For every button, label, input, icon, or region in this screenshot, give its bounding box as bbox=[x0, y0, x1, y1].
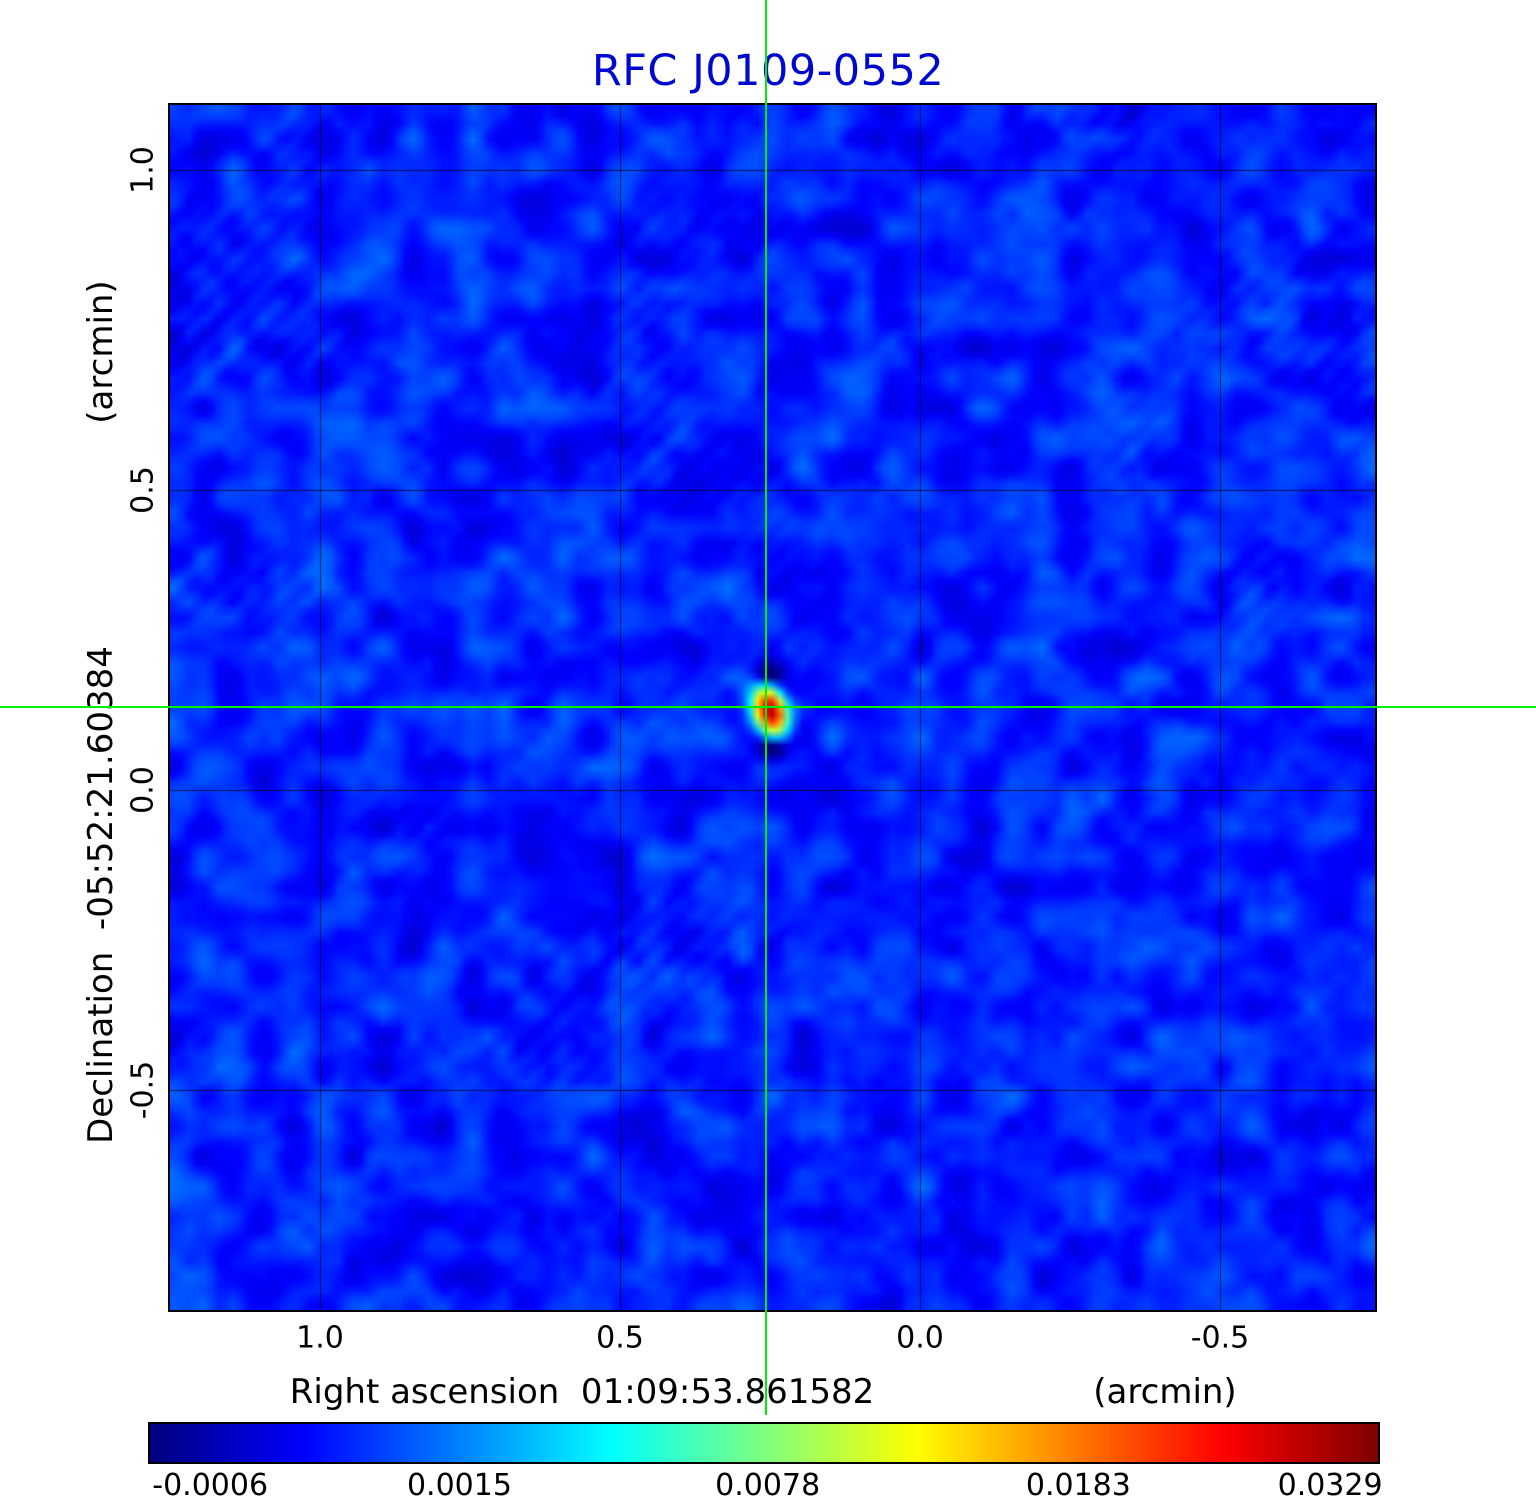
colorbar bbox=[148, 1422, 1380, 1464]
y-axis-label: Declination -05:52:21.60384 bbox=[81, 646, 121, 1144]
colorbar-tick-label: 0.0015 bbox=[406, 1468, 512, 1503]
y-axis-unit-label: (arcmin) bbox=[81, 280, 121, 424]
x-axis-label: Right ascension 01:09:53.861582 bbox=[289, 1372, 875, 1412]
x-tick-label: -0.5 bbox=[1190, 1320, 1250, 1356]
page-title: RFC J0109-0552 bbox=[591, 46, 945, 96]
y-tick-label: 1.0 bbox=[125, 146, 161, 194]
x-tick-label: 1.0 bbox=[296, 1320, 344, 1356]
x-tick-label: 0.0 bbox=[896, 1320, 944, 1356]
colorbar-gradient bbox=[150, 1424, 1378, 1462]
colorbar-labels: -0.0006 0.0015 0.0078 0.0183 0.0329 bbox=[150, 1468, 1382, 1506]
y-tick-label: 0.0 bbox=[125, 766, 161, 814]
y-tick-label: 0.5 bbox=[125, 466, 161, 514]
colorbar-tick-label: 0.0078 bbox=[715, 1468, 821, 1503]
colorbar-tick-label: -0.0006 bbox=[152, 1468, 269, 1503]
colorbar-tick-label: 0.0183 bbox=[1025, 1468, 1131, 1503]
x-axis-unit-label: (arcmin) bbox=[1093, 1372, 1237, 1412]
x-tick-label: 0.5 bbox=[596, 1320, 644, 1356]
crosshair-horizontal-line bbox=[0, 706, 1536, 709]
y-tick-label: -0.5 bbox=[125, 1060, 161, 1120]
colorbar-tick-label: 0.0329 bbox=[1277, 1468, 1383, 1503]
